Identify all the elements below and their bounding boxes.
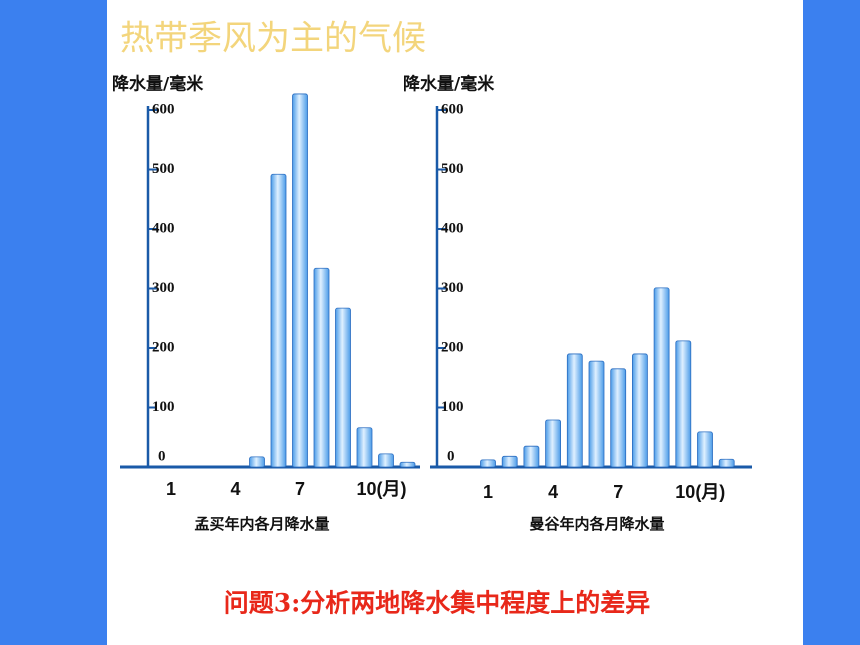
y-tick-label: 400 [152, 220, 175, 236]
x-tick-label: 10(月) [357, 479, 407, 499]
x-tick-label: 4 [230, 479, 240, 499]
bar [270, 173, 287, 468]
bar [480, 459, 496, 468]
bar [399, 461, 416, 468]
y-tick-label: 400 [441, 220, 464, 236]
slide-panel [107, 0, 803, 645]
y-tick-label: 600 [152, 101, 175, 117]
x-tick-label: 7 [295, 479, 305, 499]
y-tick-label: 0 [447, 448, 455, 464]
y-tick-label: 200 [441, 339, 464, 355]
x-tick-label: 10(月) [675, 482, 725, 502]
bar [249, 456, 265, 468]
x-tick-label: 7 [613, 482, 623, 502]
slide-title: 热带季风为主的气候 [120, 19, 426, 59]
bar [523, 445, 540, 468]
bar [378, 453, 394, 468]
x-tick-label: 4 [548, 482, 558, 502]
bar [675, 340, 692, 468]
bar [610, 368, 627, 468]
chart-caption: 曼谷年内各月降水量 [529, 515, 664, 533]
y-tick-label: 100 [152, 399, 175, 415]
bar [335, 307, 351, 468]
y-tick-label: 200 [152, 339, 175, 355]
bar [545, 419, 561, 468]
y-tick-label: 300 [441, 280, 464, 296]
bar [566, 353, 583, 468]
y-tick-label: 600 [441, 101, 464, 117]
y-tick-label: 100 [441, 399, 464, 415]
bar [697, 431, 713, 468]
bar [632, 353, 648, 468]
y-tick-label: 0 [158, 448, 166, 464]
y-axis-title: 降水量/毫米 [112, 74, 204, 95]
bar [718, 458, 735, 468]
x-tick-label: 1 [166, 479, 176, 499]
bar [356, 427, 373, 468]
question: 问题3:分析两地降水集中程度上的差异 [224, 589, 651, 618]
bar [501, 455, 518, 468]
y-tick-label: 500 [441, 161, 464, 177]
x-tick-label: 1 [483, 482, 493, 502]
y-tick-label: 300 [152, 280, 175, 296]
bar [292, 93, 308, 468]
y-axis-title: 降水量/毫米 [403, 74, 495, 95]
chart-caption: 孟买年内各月降水量 [194, 515, 329, 533]
y-tick-label: 500 [152, 161, 175, 177]
bar [588, 360, 605, 468]
bar [313, 267, 330, 468]
bar [653, 287, 670, 468]
